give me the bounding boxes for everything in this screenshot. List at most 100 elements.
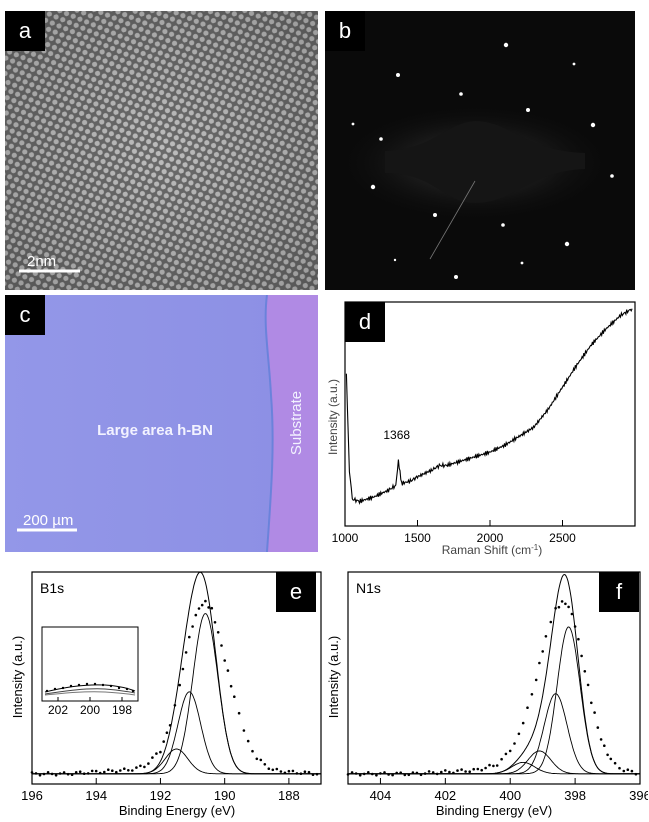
substrate-label: Substrate — [288, 391, 305, 455]
data-point-e — [34, 772, 38, 775]
data-point-e — [191, 625, 194, 628]
panel-d: 1000 1500 2000 2500 1368 Intensity (a.u.) R… — [322, 295, 644, 560]
panel-c: Large area h-BN Substrate 200 µm c — [5, 295, 318, 552]
x-tick-label-e: 192 — [150, 788, 172, 803]
x-tick-label-e: 190 — [214, 788, 236, 803]
data-point-e — [259, 758, 263, 762]
data-point-f — [593, 711, 596, 714]
data-point-f — [504, 752, 508, 756]
data-point-e — [210, 606, 214, 610]
panel-b: b — [325, 11, 635, 290]
data-point-f — [387, 773, 390, 776]
data-point-e — [307, 770, 311, 774]
data-point-f — [472, 767, 475, 771]
data-point-e — [271, 768, 275, 772]
large-area-label: Large area h-BN — [97, 422, 213, 439]
data-point-e — [58, 772, 62, 775]
data-point-f — [508, 749, 512, 753]
data-point-f — [411, 771, 415, 774]
data-point-e — [178, 683, 181, 687]
data-point-f — [517, 732, 521, 736]
data-point-f — [391, 773, 394, 777]
panel-e: 196 194 192 190 188 B1s Intensity (a.u.) Bin… — [5, 567, 325, 820]
x-tick-label-e: 196 — [21, 788, 43, 803]
panel-label-b: b — [325, 11, 365, 51]
data-point-e — [291, 769, 295, 773]
data-point-e — [207, 606, 210, 609]
data-point-e — [194, 613, 198, 617]
data-point-f — [444, 769, 447, 772]
data-point-f — [609, 757, 613, 761]
data-point-e — [242, 729, 246, 732]
data-point-e — [204, 599, 207, 603]
data-point-f — [407, 773, 411, 777]
x-tick-label-d: 1000 — [332, 531, 359, 545]
data-point-f — [488, 763, 491, 767]
data-point-e — [226, 669, 230, 672]
data-point-e — [159, 750, 162, 754]
x-tick-label-f: 404 — [370, 788, 392, 803]
data-point-f — [383, 771, 386, 774]
x-axis-label-d: Raman Shift (cm-1) — [442, 543, 542, 558]
data-point-e — [151, 756, 154, 759]
data-point-f — [586, 683, 590, 687]
data-point-f — [423, 772, 427, 775]
data-point-f — [468, 770, 471, 773]
panel-a: 2nm a — [5, 11, 318, 290]
plot-frame-e — [31, 571, 322, 785]
data-point-f — [530, 693, 534, 696]
data-point-f — [354, 772, 358, 775]
data-point-e — [237, 711, 241, 715]
data-point-e — [74, 771, 78, 774]
data-point-e — [188, 635, 191, 639]
x-tick-label-d: 2000 — [477, 531, 504, 545]
x-tick-label-f: 396 — [629, 788, 648, 803]
data-point-f — [557, 605, 561, 609]
data-point-f — [448, 770, 451, 774]
x-axis-label-e: Binding Energy (eV) — [119, 803, 235, 818]
fit-component3-f — [348, 750, 640, 775]
data-point-e — [279, 770, 283, 773]
data-point-f — [476, 767, 480, 771]
data-point-f — [464, 770, 467, 773]
data-point-e — [162, 740, 165, 743]
data-point-e — [78, 770, 82, 773]
data-point-e — [255, 757, 259, 761]
data-point-e — [103, 770, 106, 774]
data-point-e — [311, 773, 315, 776]
n1s-chart: 404 402 400 398 396 N1s Intensity (a.u.) Bin… — [328, 571, 648, 818]
data-point-e — [315, 772, 319, 776]
x-tick-label-e: 188 — [278, 788, 300, 803]
data-point-f — [395, 771, 398, 775]
data-point-e — [168, 724, 172, 727]
peak-annotation: 1368 — [383, 428, 410, 442]
data-point-f — [613, 761, 617, 765]
scale-bar-c-label: 200 µm — [23, 512, 73, 529]
x-tick-label-f: 398 — [564, 788, 586, 803]
data-point-e — [295, 772, 299, 775]
data-point-e — [233, 695, 236, 698]
x-tick-label-d: 1500 — [404, 531, 431, 545]
data-point-f — [521, 721, 525, 725]
data-point-f — [484, 766, 487, 770]
data-point-e — [131, 769, 134, 772]
fit-components-f — [348, 626, 640, 775]
panel-label-c: c — [5, 295, 45, 335]
data-point-f — [431, 771, 435, 774]
data-point-e — [251, 749, 254, 753]
fit-component2-f — [348, 693, 640, 775]
x-tick-label-f: 400 — [499, 788, 521, 803]
y-axis-label-f: Intensity (a.u.) — [328, 636, 341, 718]
data-point-f — [560, 600, 564, 603]
raman-chart: 1000 1500 2000 2500 1368 Intensity (a.u.) R… — [326, 301, 636, 558]
data-point-f — [362, 772, 366, 776]
data-point-f — [570, 612, 574, 616]
raman-series — [345, 308, 633, 506]
data-point-e — [229, 684, 233, 688]
data-point-e — [119, 769, 122, 772]
panel-label-d: d — [345, 302, 385, 342]
data-point-f — [567, 605, 570, 609]
panel-label-e: e — [276, 572, 316, 612]
data-point-e — [267, 767, 271, 770]
data-point-f — [630, 769, 634, 773]
